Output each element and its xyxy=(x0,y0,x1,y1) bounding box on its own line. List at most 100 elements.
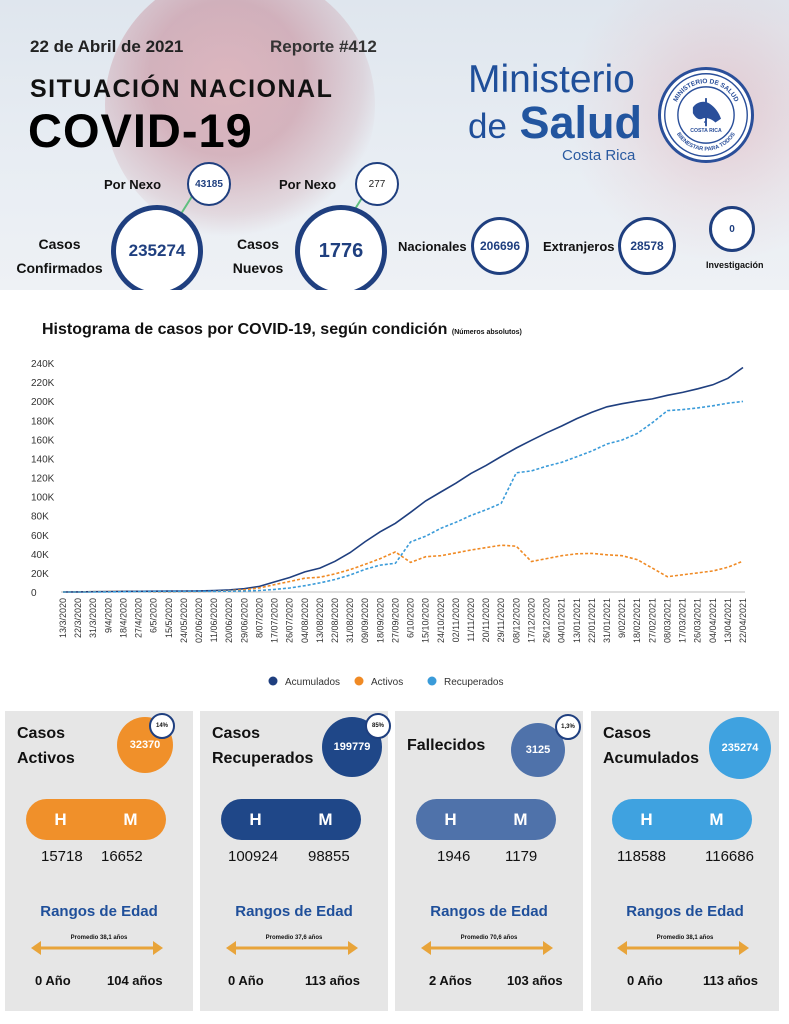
confirmed-nexo-circle: 43185 xyxy=(187,162,231,206)
x-tick-label: 04/04/2021 xyxy=(708,598,718,643)
card-m-value: 16652 xyxy=(101,848,143,865)
legend-marker-acumulados xyxy=(268,676,278,686)
card-title-1: Casos xyxy=(603,725,652,742)
card-h-label: H xyxy=(249,809,262,829)
y-tick-label: 200K xyxy=(31,397,55,408)
x-tick-label: 31/08/2020 xyxy=(345,598,355,643)
card-age-title: Rangos de Edad xyxy=(430,903,548,920)
y-tick-label: 100K xyxy=(31,493,55,504)
cases-line-chart: 0 20K 40K 60K 80K 100K 120K 140K 160K 180K 200K 220… xyxy=(31,359,748,688)
x-tick-label: 18/4/2020 xyxy=(118,598,128,638)
x-tick-label: 27/09/2020 xyxy=(390,598,400,643)
card-min-age: 0 Año xyxy=(35,973,71,988)
card-value-circle: 235274 xyxy=(709,717,771,779)
x-tick-label: 8/07/2020 xyxy=(254,598,264,638)
chart-title-text: Histograma de casos por COVID-19, según … xyxy=(42,321,448,338)
x-tick-label: 22/3/2020 xyxy=(73,598,83,638)
card-percent-badge: 85% xyxy=(365,713,391,739)
card-title-1: Casos xyxy=(17,725,66,742)
card-h-value: 100924 xyxy=(228,848,279,865)
x-tick-label: 11/11/2020 xyxy=(466,598,476,642)
y-tick-label: 80K xyxy=(31,512,49,523)
x-tick-label: 11/06/2020 xyxy=(209,598,219,642)
x-tick-label: 17/03/2021 xyxy=(678,598,688,643)
new-label-2: Nuevos xyxy=(232,260,284,276)
card-age-average: Promedio 70,6 años xyxy=(460,935,518,941)
x-tick-label: 27/02/2021 xyxy=(647,598,657,643)
new-label: Casos Nuevos xyxy=(222,232,294,280)
card-min-age: 0 Año xyxy=(228,973,264,988)
series-line-recuperados xyxy=(63,400,744,593)
extranjeros-label: Extranjeros xyxy=(543,239,615,254)
card-title-2: Recuperados xyxy=(212,750,314,767)
card-age-average: Promedio 38,1 años xyxy=(70,935,128,941)
x-tick-label: 24/10/2020 xyxy=(436,598,446,643)
card-title-1: Fallecidos xyxy=(407,737,486,754)
double-arrow-icon xyxy=(226,941,358,955)
card-m-label: M xyxy=(709,809,724,829)
y-tick-label: 240K xyxy=(31,359,55,370)
x-tick-label: 26/07/2020 xyxy=(285,598,295,643)
ministry-logo-line2: de Salud xyxy=(468,97,642,149)
card-min-age: 0 Año xyxy=(627,973,663,988)
x-tick-label: 9/02/2021 xyxy=(617,598,627,638)
series-line-acumulados xyxy=(62,366,744,593)
x-tick-label: 22/01/2021 xyxy=(587,598,597,643)
confirmed-label-2: Confirmados xyxy=(16,260,103,276)
legend-marker-recuperados xyxy=(427,676,437,686)
card-h-label: H xyxy=(54,809,67,829)
virus-illustration xyxy=(105,0,375,240)
nacionales-label: Nacionales xyxy=(398,239,467,254)
double-arrow-icon xyxy=(617,941,749,955)
x-tick-label: 08/03/2021 xyxy=(662,598,672,643)
x-tick-label: 13/3/2020 xyxy=(58,598,68,638)
x-tick-label: 13/04/2021 xyxy=(723,598,733,643)
card-age-average: Promedio 37,6 años xyxy=(265,935,323,941)
card-h-value: 15718 xyxy=(41,848,83,865)
chart-title: Histograma de casos por COVID-19, según … xyxy=(42,321,522,339)
chart-subtitle: (Números absolutos) xyxy=(451,329,522,336)
series-line-activos xyxy=(62,544,744,593)
x-tick-label: 6/10/2020 xyxy=(406,598,416,638)
x-tick-label: 15/10/2020 xyxy=(421,598,431,643)
card-1: Casos Recuperados 199779 85% H M 100924 98855 Ra… xyxy=(200,711,391,1011)
title-line-1: SITUACIÓN NACIONAL xyxy=(30,75,334,103)
y-tick-label: 60K xyxy=(31,531,49,542)
x-tick-label: 17/07/2020 xyxy=(270,598,280,643)
confirmed-circle: 235274 xyxy=(111,205,203,290)
x-tick-label: 31/01/2021 xyxy=(602,598,612,643)
card-m-label: M xyxy=(123,809,138,829)
nacionales-circle: 206696 xyxy=(471,217,529,275)
card-h-value: 118588 xyxy=(617,848,666,865)
card-age-average: Promedio 38,1 años xyxy=(656,935,714,941)
ministry-logo-line1: Ministerio xyxy=(468,58,635,101)
card-max-age: 103 años xyxy=(507,973,563,988)
card-title: Casos Recuperados xyxy=(212,721,313,771)
y-tick-label: 120K xyxy=(31,474,55,485)
x-tick-label: 17/12/2020 xyxy=(526,598,536,643)
card-m-value: 1179 xyxy=(505,848,538,865)
confirmed-label: Casos Confirmados xyxy=(12,232,107,280)
investigacion-label: Investigación xyxy=(706,260,764,270)
x-tick-label: 09/09/2020 xyxy=(360,598,370,643)
x-tick-label: 31/3/2020 xyxy=(88,598,98,638)
y-tick-label: 220K xyxy=(31,378,55,389)
y-tick-label: 160K xyxy=(31,435,55,446)
ministry-logo-salud: Salud xyxy=(519,97,642,148)
double-arrow-icon xyxy=(421,941,553,955)
card-age-title: Rangos de Edad xyxy=(40,903,158,920)
x-tick-label: 20/11/2020 xyxy=(481,598,491,642)
card-0: Casos Activos 32370 14% H M 15718 16652 Rangos d… xyxy=(5,711,193,1011)
card-3: Casos Acumulados 235274 H M 118588 116686 Rango… xyxy=(591,711,779,1011)
ministry-seal-icon: MINISTERIO DE SALUD BIENESTAR PARA TODOS… xyxy=(658,67,754,163)
new-label-1: Casos xyxy=(236,236,280,252)
x-tick-label: 6/5/2020 xyxy=(149,598,159,633)
investigacion-circle: 0 xyxy=(709,206,755,252)
card-title: Casos Activos xyxy=(17,721,75,771)
legend-label-recuperados: Recuperados xyxy=(444,677,503,688)
nexo-label-1: Por Nexo xyxy=(104,177,162,192)
y-tick-label: 40K xyxy=(31,550,49,561)
